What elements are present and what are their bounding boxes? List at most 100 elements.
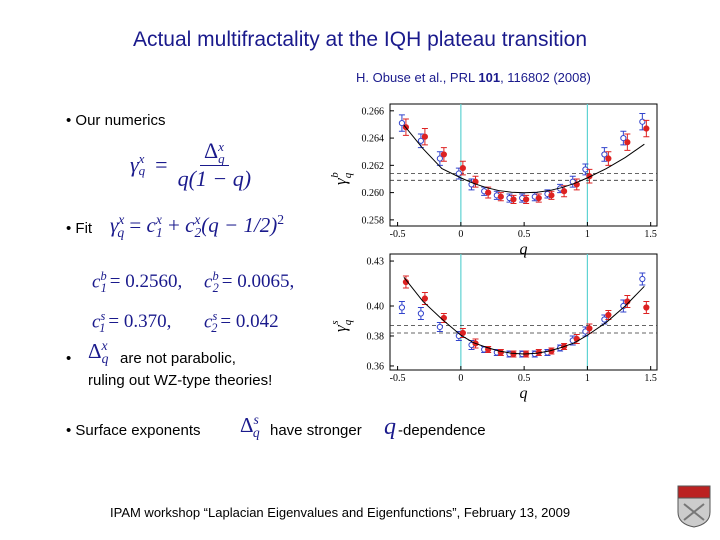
x-tick-label: 1 bbox=[585, 373, 590, 384]
footer: IPAM workshop “Laplacian Eigenvalues and… bbox=[110, 505, 571, 520]
coefficients: cb1 = 0.2560, cb2 = 0.0065, cs1 = 0.370, cs2 = … bbox=[92, 262, 316, 342]
symbol: c bbox=[204, 271, 213, 293]
symbol: x bbox=[218, 138, 224, 154]
data-point bbox=[548, 192, 555, 199]
symbol: q bbox=[384, 414, 396, 440]
symbol: c bbox=[92, 311, 101, 333]
data-point bbox=[510, 196, 517, 203]
data-point bbox=[560, 188, 568, 195]
data-point bbox=[605, 155, 612, 162]
symbol: s bbox=[212, 309, 218, 324]
symbol: q bbox=[117, 225, 125, 241]
symbol: = bbox=[155, 151, 168, 177]
symbol: c bbox=[146, 213, 156, 237]
symbol: (q − 1/2) bbox=[201, 213, 278, 237]
y-axis-label-sup: s bbox=[329, 321, 341, 325]
symbol: c bbox=[204, 311, 213, 333]
symbol: q(1 − q) bbox=[177, 165, 252, 191]
coefficient-value: = 0.0065, bbox=[221, 271, 295, 293]
symbol: x bbox=[155, 212, 162, 227]
citation-text: , 116802 (2008) bbox=[500, 70, 591, 85]
symbol: 1 bbox=[99, 321, 106, 336]
fit-curve bbox=[403, 124, 645, 194]
logo-band bbox=[677, 485, 711, 499]
data-point bbox=[605, 311, 612, 319]
data-point bbox=[601, 151, 608, 158]
formula: γxq = cx1 + cx2(q − 1/2)2 bbox=[110, 212, 284, 241]
bullet: • Surface exponents bbox=[66, 422, 201, 439]
symbol: 2 bbox=[211, 321, 218, 336]
symbol: x bbox=[118, 212, 125, 227]
data-point bbox=[417, 310, 425, 317]
y-tick-label: 0.260 bbox=[362, 188, 385, 199]
x-tick-label: -0.5 bbox=[390, 229, 406, 240]
bullet-text: are not parabolic, bbox=[120, 350, 236, 367]
x-axis-label: q bbox=[520, 385, 528, 402]
data-point bbox=[459, 329, 466, 337]
symbol: s bbox=[253, 412, 259, 427]
logo-mark bbox=[683, 503, 705, 521]
bullet-text: have stronger bbox=[270, 422, 362, 439]
coefficient: cs2 = 0.042 bbox=[204, 302, 316, 342]
data-point bbox=[643, 304, 650, 311]
y-tick-label: 0.262 bbox=[362, 161, 385, 172]
coefficient: cb2 = 0.0065, bbox=[204, 262, 316, 302]
plot-frame bbox=[389, 253, 658, 371]
data-point bbox=[624, 139, 631, 146]
formula: Δxq bbox=[88, 338, 108, 367]
data-point bbox=[523, 196, 530, 203]
formula: Δsq bbox=[240, 412, 260, 441]
y-axis-label-sub: q bbox=[342, 319, 354, 325]
symbol: = bbox=[129, 213, 142, 237]
data-point bbox=[620, 134, 627, 142]
y-axis-label-sub: q bbox=[342, 172, 354, 178]
y-tick-label: 0.266 bbox=[362, 106, 385, 117]
symbol: q bbox=[138, 162, 146, 178]
fit-curve bbox=[403, 277, 645, 355]
symbol: c bbox=[92, 271, 101, 293]
data-point bbox=[497, 193, 504, 200]
symbol: b bbox=[100, 269, 107, 283]
x-tick-label: 1.5 bbox=[644, 373, 657, 384]
symbol: 2 bbox=[212, 281, 219, 296]
y-axis-label: γqb bbox=[329, 172, 354, 185]
y-tick-label: 0.38 bbox=[367, 331, 385, 342]
y-tick-label: 0.264 bbox=[362, 134, 385, 145]
coefficient: cb1 = 0.2560, bbox=[92, 262, 204, 302]
data-point bbox=[639, 275, 646, 283]
data-point bbox=[440, 151, 447, 158]
y-axis-label-symbol: γ bbox=[331, 324, 350, 332]
symbol: c bbox=[185, 213, 195, 237]
coefficient-value: = 0.2560, bbox=[109, 271, 183, 293]
bullet: • Fit bbox=[66, 220, 93, 237]
data-point bbox=[485, 189, 492, 196]
slide-title: Actual multifractality at the IQH platea… bbox=[132, 28, 588, 51]
symbol: b bbox=[212, 269, 219, 283]
x-tick-label: 1.5 bbox=[644, 229, 657, 240]
symbol: 2 bbox=[194, 225, 202, 241]
y-tick-label: 0.36 bbox=[367, 361, 385, 372]
y-axis-label-sup: b bbox=[329, 172, 341, 178]
citation-volume: 101 bbox=[478, 70, 501, 85]
data-point bbox=[510, 350, 517, 358]
x-tick-label: 1 bbox=[585, 229, 590, 240]
symbol: Δ bbox=[204, 138, 219, 163]
logo bbox=[677, 485, 711, 528]
data-point bbox=[643, 125, 650, 132]
y-axis-label: γqs bbox=[329, 319, 354, 332]
x-tick-label: 0 bbox=[458, 373, 463, 384]
data-point bbox=[586, 325, 593, 332]
data-point bbox=[417, 137, 425, 144]
bullet: • Our numerics bbox=[66, 112, 166, 129]
symbol: x bbox=[101, 338, 108, 353]
x-tick-label: 0.5 bbox=[518, 373, 531, 384]
data-point bbox=[459, 164, 466, 172]
citation-text: H. Obuse et al., PRL bbox=[356, 70, 479, 85]
symbol: 1 bbox=[155, 225, 163, 241]
x-axis-label: q bbox=[520, 241, 528, 258]
coefficient-value: = 0.370, bbox=[108, 311, 172, 333]
symbol: Δ bbox=[240, 413, 254, 437]
